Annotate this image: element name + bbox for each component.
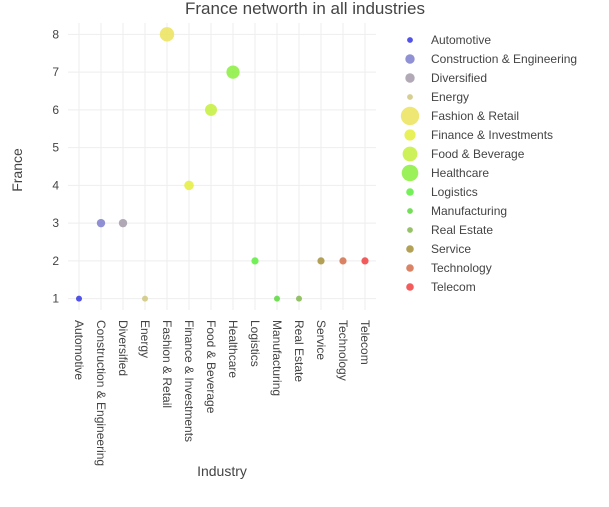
y-tick-label: 3: [52, 216, 59, 230]
y-tick-label: 5: [52, 141, 59, 155]
legend-label: Manufacturing: [431, 204, 507, 218]
legend-label: Food & Beverage: [431, 147, 525, 161]
data-point[interactable]: [274, 295, 280, 302]
legend-marker: [404, 129, 416, 141]
legend-marker: [406, 283, 414, 291]
legend-label: Real Estate: [431, 223, 493, 237]
legend-label: Healthcare: [431, 166, 489, 180]
data-point[interactable]: [159, 27, 175, 42]
legend-label: Fashion & Retail: [431, 109, 519, 123]
legend-marker: [405, 73, 415, 83]
legend-label: Service: [431, 242, 471, 256]
legend-marker: [405, 54, 415, 64]
legend-item[interactable]: Diversified: [405, 71, 487, 85]
legend-marker: [407, 227, 413, 233]
grid-layer: [68, 23, 376, 310]
x-tick-label: Real Estate: [292, 320, 306, 382]
legend-marker: [407, 208, 413, 214]
legend-label: Logistics: [431, 185, 478, 199]
x-tick-label: Energy: [138, 320, 152, 358]
legend-label: Diversified: [431, 71, 487, 85]
legend-marker: [400, 106, 420, 126]
x-tick-label: Service: [314, 320, 328, 360]
x-tick-label: Finance & Investments: [182, 320, 196, 442]
legend-marker: [407, 37, 413, 43]
x-tick-label: Technology: [336, 320, 350, 381]
legend-marker: [401, 164, 419, 182]
data-point[interactable]: [184, 180, 194, 191]
data-point[interactable]: [251, 257, 259, 265]
x-tick-label: Manufacturing: [270, 320, 284, 396]
x-axis-title: Industry: [197, 463, 247, 479]
data-point[interactable]: [76, 295, 82, 302]
y-tick-label: 8: [52, 27, 59, 41]
legend-item[interactable]: Healthcare: [401, 164, 490, 182]
x-tick-label: Automotive: [72, 320, 86, 380]
data-point[interactable]: [339, 257, 347, 265]
legend-marker: [406, 188, 414, 196]
legend[interactable]: Automotive Construction & Engineering Dive…: [400, 33, 577, 294]
legend-item[interactable]: Automotive: [407, 33, 491, 47]
legend-label: Telecom: [431, 280, 476, 294]
legend-item[interactable]: Manufacturing: [407, 204, 507, 218]
legend-label: Energy: [431, 90, 469, 104]
data-point[interactable]: [205, 103, 217, 116]
legend-label: Technology: [431, 261, 492, 275]
legend-label: Finance & Investments: [431, 128, 553, 142]
legend-item[interactable]: Construction & Engineering: [405, 52, 577, 66]
x-tick-label: Logistics: [248, 320, 262, 367]
x-tick-label: Telecom: [358, 320, 372, 365]
data-point[interactable]: [361, 257, 369, 265]
legend-label: Automotive: [431, 33, 491, 47]
y-tick-label: 2: [52, 254, 59, 268]
legend-label: Construction & Engineering: [431, 52, 577, 66]
legend-item[interactable]: Service: [406, 242, 471, 256]
legend-item[interactable]: Real Estate: [407, 223, 493, 237]
legend-marker: [402, 146, 418, 162]
x-tick-label: Food & Beverage: [204, 320, 218, 414]
y-tick-label: 1: [52, 292, 59, 306]
data-point[interactable]: [317, 257, 325, 265]
y-tick-labels: 1 2 3 4 5 6 7 8: [52, 27, 59, 305]
legend-item[interactable]: Energy: [407, 90, 469, 104]
x-tick-label: Fashion & Retail: [160, 320, 174, 408]
chart-title: France networth in all industries: [185, 0, 425, 18]
legend-item[interactable]: Finance & Investments: [404, 128, 553, 142]
data-point[interactable]: [226, 65, 240, 79]
legend-marker: [406, 245, 414, 253]
data-point[interactable]: [96, 218, 106, 228]
data-point[interactable]: [118, 218, 128, 228]
y-tick-label: 7: [52, 65, 59, 79]
legend-item[interactable]: Food & Beverage: [402, 146, 525, 162]
x-tick-labels: Automotive Construction & Engineering Dive…: [72, 320, 372, 466]
legend-item[interactable]: Fashion & Retail: [400, 106, 519, 126]
data-point[interactable]: [296, 295, 302, 302]
legend-item[interactable]: Logistics: [406, 185, 478, 199]
data-points: [76, 27, 369, 302]
legend-marker: [406, 264, 414, 272]
data-point[interactable]: [142, 295, 148, 302]
legend-item[interactable]: Technology: [406, 261, 492, 275]
legend-marker: [407, 94, 413, 100]
y-tick-label: 6: [52, 103, 59, 117]
y-axis-title: France: [9, 148, 25, 192]
x-tick-label: Diversified: [116, 320, 130, 376]
legend-item[interactable]: Telecom: [406, 280, 476, 294]
x-tick-label: Healthcare: [226, 320, 240, 378]
y-tick-label: 4: [52, 178, 59, 192]
x-tick-label: Construction & Engineering: [94, 320, 108, 466]
